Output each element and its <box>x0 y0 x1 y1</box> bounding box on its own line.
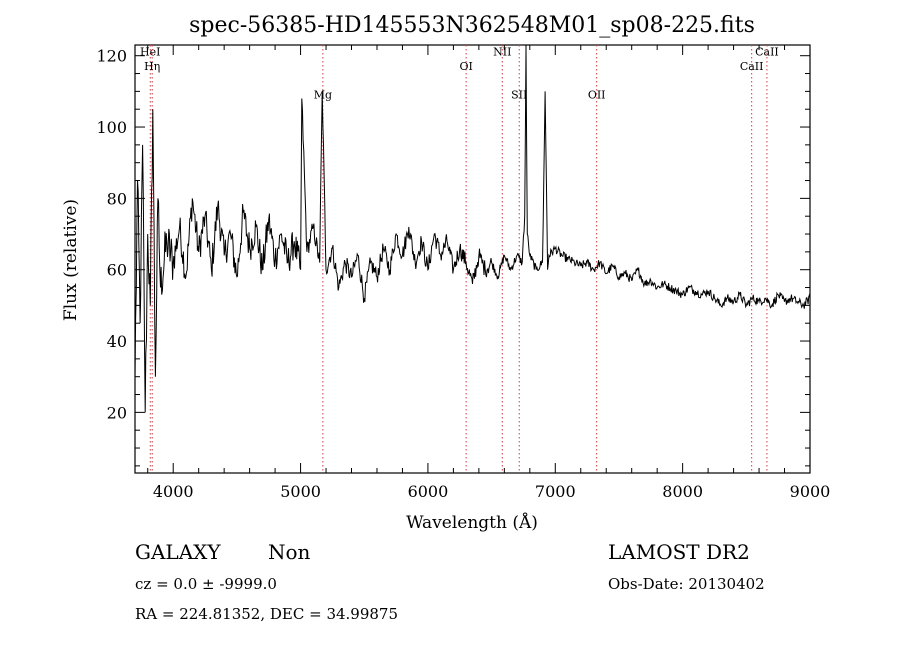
spectral-line-label: CaII <box>755 46 779 59</box>
spectral-line-label: OI <box>459 60 472 73</box>
x-tick-label: 6000 <box>408 482 449 501</box>
x-axis-title: Wavelength (Å) <box>406 512 538 533</box>
object-class: GALAXY <box>135 540 221 564</box>
y-tick-label: 120 <box>96 47 127 66</box>
spectral-line-label: CaII <box>740 60 764 73</box>
y-tick-label: 80 <box>107 189 127 208</box>
plot-frame <box>135 45 810 473</box>
spectral-line-label: SII <box>511 89 527 102</box>
spectral-line-label: HeI <box>140 46 160 59</box>
obs-date: Obs-Date: 20130402 <box>608 575 765 593</box>
redshift-readout: cz = 0.0 ± -9999.0 <box>135 575 277 593</box>
chart-title: spec-56385-HD145553N362548M01_sp08-225.f… <box>189 13 755 38</box>
x-tick-label: 9000 <box>790 482 831 501</box>
plot-area: 4000 5000 6000 7000 8000 9000 20 40 60 80 100 120 He… <box>96 45 830 501</box>
x-tick-label: 8000 <box>662 482 703 501</box>
spectral-line-label: OII <box>588 89 606 102</box>
y-tick-label: 40 <box>107 332 127 351</box>
spectrum-line <box>135 45 810 412</box>
survey-name: LAMOST DR2 <box>608 540 750 564</box>
coordinates: RA = 224.81352, DEC = 34.99875 <box>135 605 398 623</box>
x-tick-label: 7000 <box>535 482 576 501</box>
spectral-line-label: Hη <box>144 60 160 73</box>
object-subclass: Non <box>268 540 310 564</box>
x-tick-label: 4000 <box>153 482 194 501</box>
y-tick-label: 100 <box>96 118 127 137</box>
y-axis-title: Flux (relative) <box>61 199 81 321</box>
spectral-line-label: NII <box>493 46 511 59</box>
x-tick-label: 5000 <box>280 482 321 501</box>
y-tick-label: 60 <box>107 261 127 280</box>
y-tick-label: 20 <box>107 403 127 422</box>
